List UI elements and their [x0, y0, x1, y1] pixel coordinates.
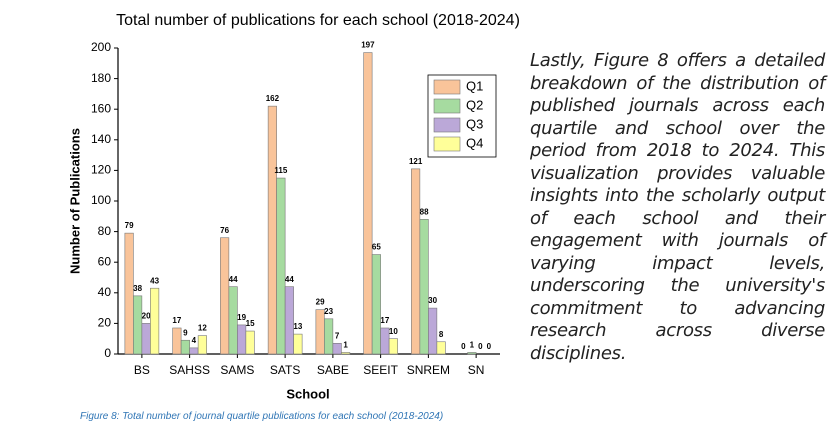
- value-label: 0: [461, 342, 466, 351]
- legend-swatch: [433, 136, 461, 152]
- bar: [141, 323, 151, 355]
- bar: [380, 327, 390, 355]
- bar: [237, 324, 247, 355]
- bar: [315, 309, 325, 355]
- bar: [341, 352, 351, 355]
- bar: [150, 287, 160, 355]
- value-label: 88: [420, 207, 429, 216]
- x-axis-label: School: [286, 386, 329, 401]
- value-label: 15: [246, 319, 255, 328]
- bar: [245, 330, 255, 355]
- bar: [436, 341, 446, 355]
- value-label: 121: [409, 157, 423, 166]
- value-label: 7: [335, 331, 340, 340]
- value-label: 1: [470, 341, 475, 350]
- value-label: 4: [192, 336, 197, 345]
- x-tick-label: SABE: [317, 363, 349, 377]
- y-tick-label: 180: [91, 71, 111, 85]
- value-label: 30: [428, 296, 437, 305]
- value-label: 12: [198, 324, 207, 333]
- y-axis-label: Number of Publications: [67, 128, 82, 274]
- y-tick-label: 40: [98, 285, 112, 299]
- bar: [228, 286, 238, 355]
- paragraph: Lastly, Figure 8 offers a detailed break…: [530, 50, 825, 364]
- bar: [133, 295, 143, 355]
- bar: [220, 237, 230, 355]
- bar: [371, 254, 381, 355]
- y-tick-label: 80: [98, 224, 112, 238]
- bar: [388, 338, 398, 355]
- value-label: 0: [478, 342, 483, 351]
- legend-label: Q1: [466, 78, 483, 93]
- legend-swatch: [433, 98, 461, 114]
- value-label: 13: [293, 322, 302, 331]
- y-tick-label: 20: [98, 316, 112, 330]
- y-tick-label: 100: [91, 193, 111, 207]
- bar: [419, 219, 429, 355]
- y-tick-label: 60: [98, 254, 112, 268]
- value-label: 79: [125, 221, 134, 230]
- caption: Figure 8: Total number of journal quarti…: [80, 411, 444, 422]
- bar: [428, 307, 438, 355]
- value-label: 197: [361, 41, 375, 50]
- value-label: 20: [142, 312, 151, 321]
- bar: [467, 352, 477, 355]
- legend-swatch: [433, 79, 461, 95]
- value-label: 17: [172, 316, 181, 325]
- x-tick-label: SN: [468, 363, 485, 377]
- y-tick-label: 140: [91, 132, 111, 146]
- value-label: 76: [220, 226, 229, 235]
- x-tick-label: SAMS: [220, 363, 254, 377]
- bar: [332, 342, 342, 355]
- bar: [172, 327, 182, 355]
- x-tick-label: SNREM: [407, 363, 450, 377]
- value-label: 10: [389, 327, 398, 336]
- y-tick-label: 120: [91, 163, 111, 177]
- chart: Total number of publications for each sc…: [67, 12, 520, 401]
- value-label: 17: [380, 316, 389, 325]
- bar: [284, 286, 294, 355]
- chart-title: Total number of publications for each sc…: [116, 12, 520, 29]
- bar: [411, 168, 421, 355]
- legend-label: Q4: [466, 135, 483, 150]
- value-label: 0: [487, 342, 492, 351]
- value-label: 38: [133, 284, 142, 293]
- y-tick-label: 200: [91, 40, 111, 54]
- bar: [267, 105, 277, 355]
- value-label: 65: [372, 243, 381, 252]
- x-tick-label: SATS: [270, 363, 300, 377]
- legend-label: Q2: [466, 97, 483, 112]
- bar: [324, 318, 334, 355]
- value-label: 19: [237, 313, 246, 322]
- value-label: 115: [274, 166, 287, 175]
- y-tick-label: 0: [104, 346, 111, 360]
- y-tick-label: 160: [91, 101, 111, 115]
- bar: [293, 333, 303, 355]
- bar: [189, 347, 199, 355]
- value-label: 1: [343, 341, 348, 350]
- x-tick-label: BS: [134, 363, 150, 377]
- bar: [197, 335, 207, 355]
- legend-label: Q3: [466, 116, 483, 131]
- value-label: 8: [439, 330, 444, 339]
- value-label: 9: [183, 328, 188, 337]
- bar: [124, 232, 134, 355]
- value-label: 29: [316, 298, 325, 307]
- value-label: 43: [150, 276, 159, 285]
- bar: [363, 52, 373, 355]
- value-label: 44: [229, 275, 238, 284]
- legend-swatch: [433, 117, 461, 133]
- x-tick-label: SAHSS: [169, 363, 210, 377]
- x-tick-label: SEEIT: [363, 363, 398, 377]
- value-label: 44: [285, 275, 294, 284]
- value-label: 162: [266, 94, 280, 103]
- bar: [276, 177, 286, 355]
- value-label: 23: [324, 307, 333, 316]
- bar: [180, 339, 190, 355]
